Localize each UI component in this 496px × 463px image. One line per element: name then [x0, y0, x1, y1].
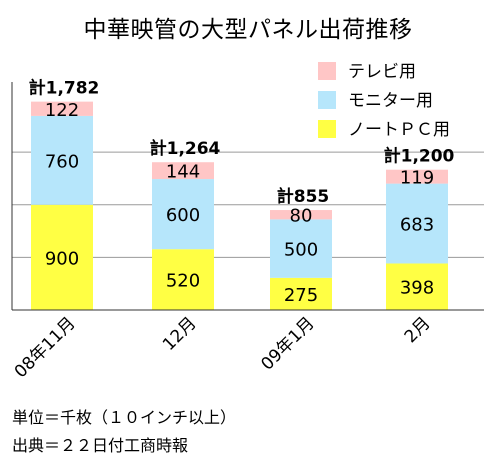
legend-label: モニター用 [348, 91, 433, 111]
total-label: 計1,200 [384, 146, 455, 167]
bar-segment [270, 219, 332, 278]
legend-label: ノートＰＣ用 [348, 120, 450, 140]
segment-value-label: 520 [166, 271, 200, 292]
category-label: 08年11月 [11, 313, 80, 382]
segment-value-label: 760 [45, 151, 79, 172]
category-label: 12月 [159, 313, 200, 354]
bar-segment [31, 115, 93, 205]
bar-segment [386, 183, 448, 264]
segment-value-label: 500 [284, 240, 318, 261]
segment-value-label: 119 [400, 168, 434, 189]
bar-segment [386, 263, 448, 310]
unit-note: 単位＝千枚（１０インチ以上） [12, 408, 237, 427]
segment-value-label: 80 [290, 206, 313, 227]
segment-value-label: 398 [400, 278, 434, 299]
total-label: 計1,782 [29, 78, 100, 99]
category-label: 09年1月 [257, 313, 318, 374]
bar-segment [270, 277, 332, 310]
legend-swatch [318, 120, 336, 138]
category-label: 2月 [401, 313, 435, 347]
bar-segment [152, 249, 214, 310]
legend-label: テレビ用 [348, 62, 416, 82]
chart-title: 中華映管の大型パネル出荷推移 [83, 17, 413, 43]
bar-segment [31, 204, 93, 310]
total-label: 計1,264 [150, 138, 221, 159]
segment-value-label: 144 [166, 162, 200, 183]
segment-value-label: 683 [400, 215, 434, 236]
bar-segment [31, 101, 93, 116]
total-label: 計855 [277, 186, 330, 207]
bar-segment [270, 210, 332, 220]
bar-segment [386, 169, 448, 184]
segment-value-label: 600 [166, 205, 200, 226]
source-note: 出典＝２２日付工商時報 [12, 436, 189, 455]
segment-value-label: 900 [45, 248, 79, 269]
bar-segment [152, 179, 214, 250]
legend-swatch [318, 91, 336, 109]
segment-value-label: 275 [284, 285, 318, 306]
axes [11, 82, 484, 311]
legend-swatch [318, 62, 336, 80]
segment-value-label: 122 [45, 100, 79, 121]
bar-segment [152, 162, 214, 180]
